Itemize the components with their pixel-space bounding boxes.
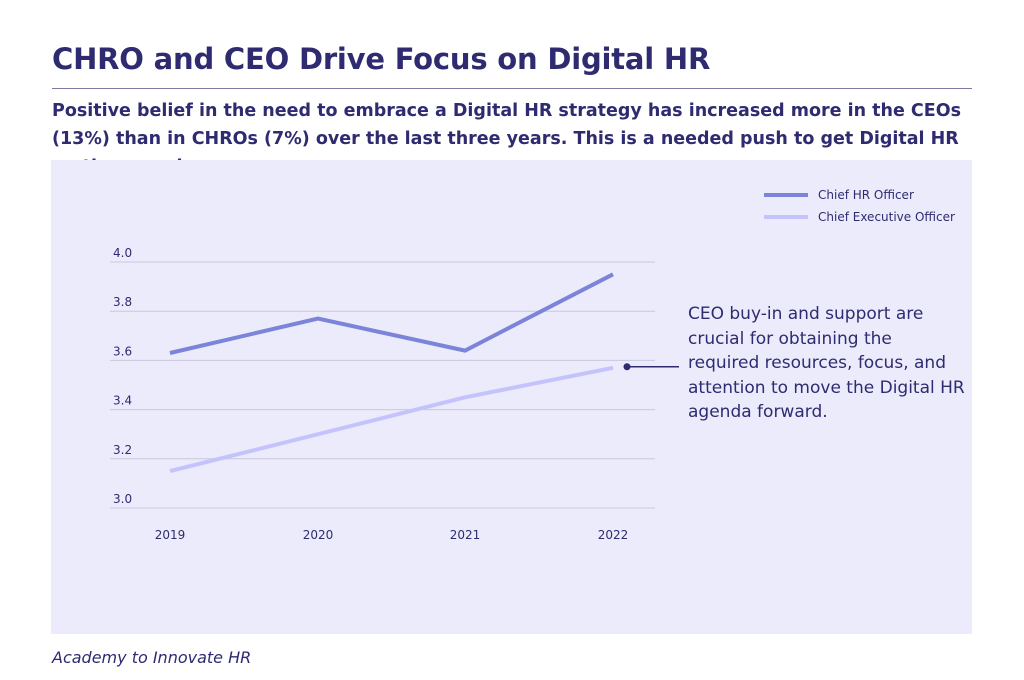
y-tick-label: 3.6 [113,344,132,358]
chart-panel [51,160,972,634]
x-tick-label: 2021 [450,528,481,542]
annotation-text: CEO buy-in and support are crucial for o… [688,304,965,422]
chart-subtitle: Positive belief in the need to embrace a… [52,101,962,177]
title-divider [52,88,972,89]
legend-label: Chief HR Officer [818,188,914,202]
x-tick-label: 2020 [303,528,334,542]
chart-title: CHRO and CEO Drive Focus on Digital HR [52,42,711,76]
y-tick-label: 3.4 [113,394,132,408]
y-tick-label: 3.2 [113,443,132,457]
source-credit: Academy to Innovate HR [52,648,252,667]
x-tick-label: 2019 [155,528,186,542]
series-line-chro [169,272,614,355]
y-tick-label: 3.8 [113,295,132,309]
x-tick-label: 2022 [598,528,629,542]
y-tick-label: 4.0 [113,246,132,260]
legend-label: Chief Executive Officer [818,210,955,224]
series-line-ceo [169,365,614,474]
y-tick-label: 3.0 [113,492,132,506]
